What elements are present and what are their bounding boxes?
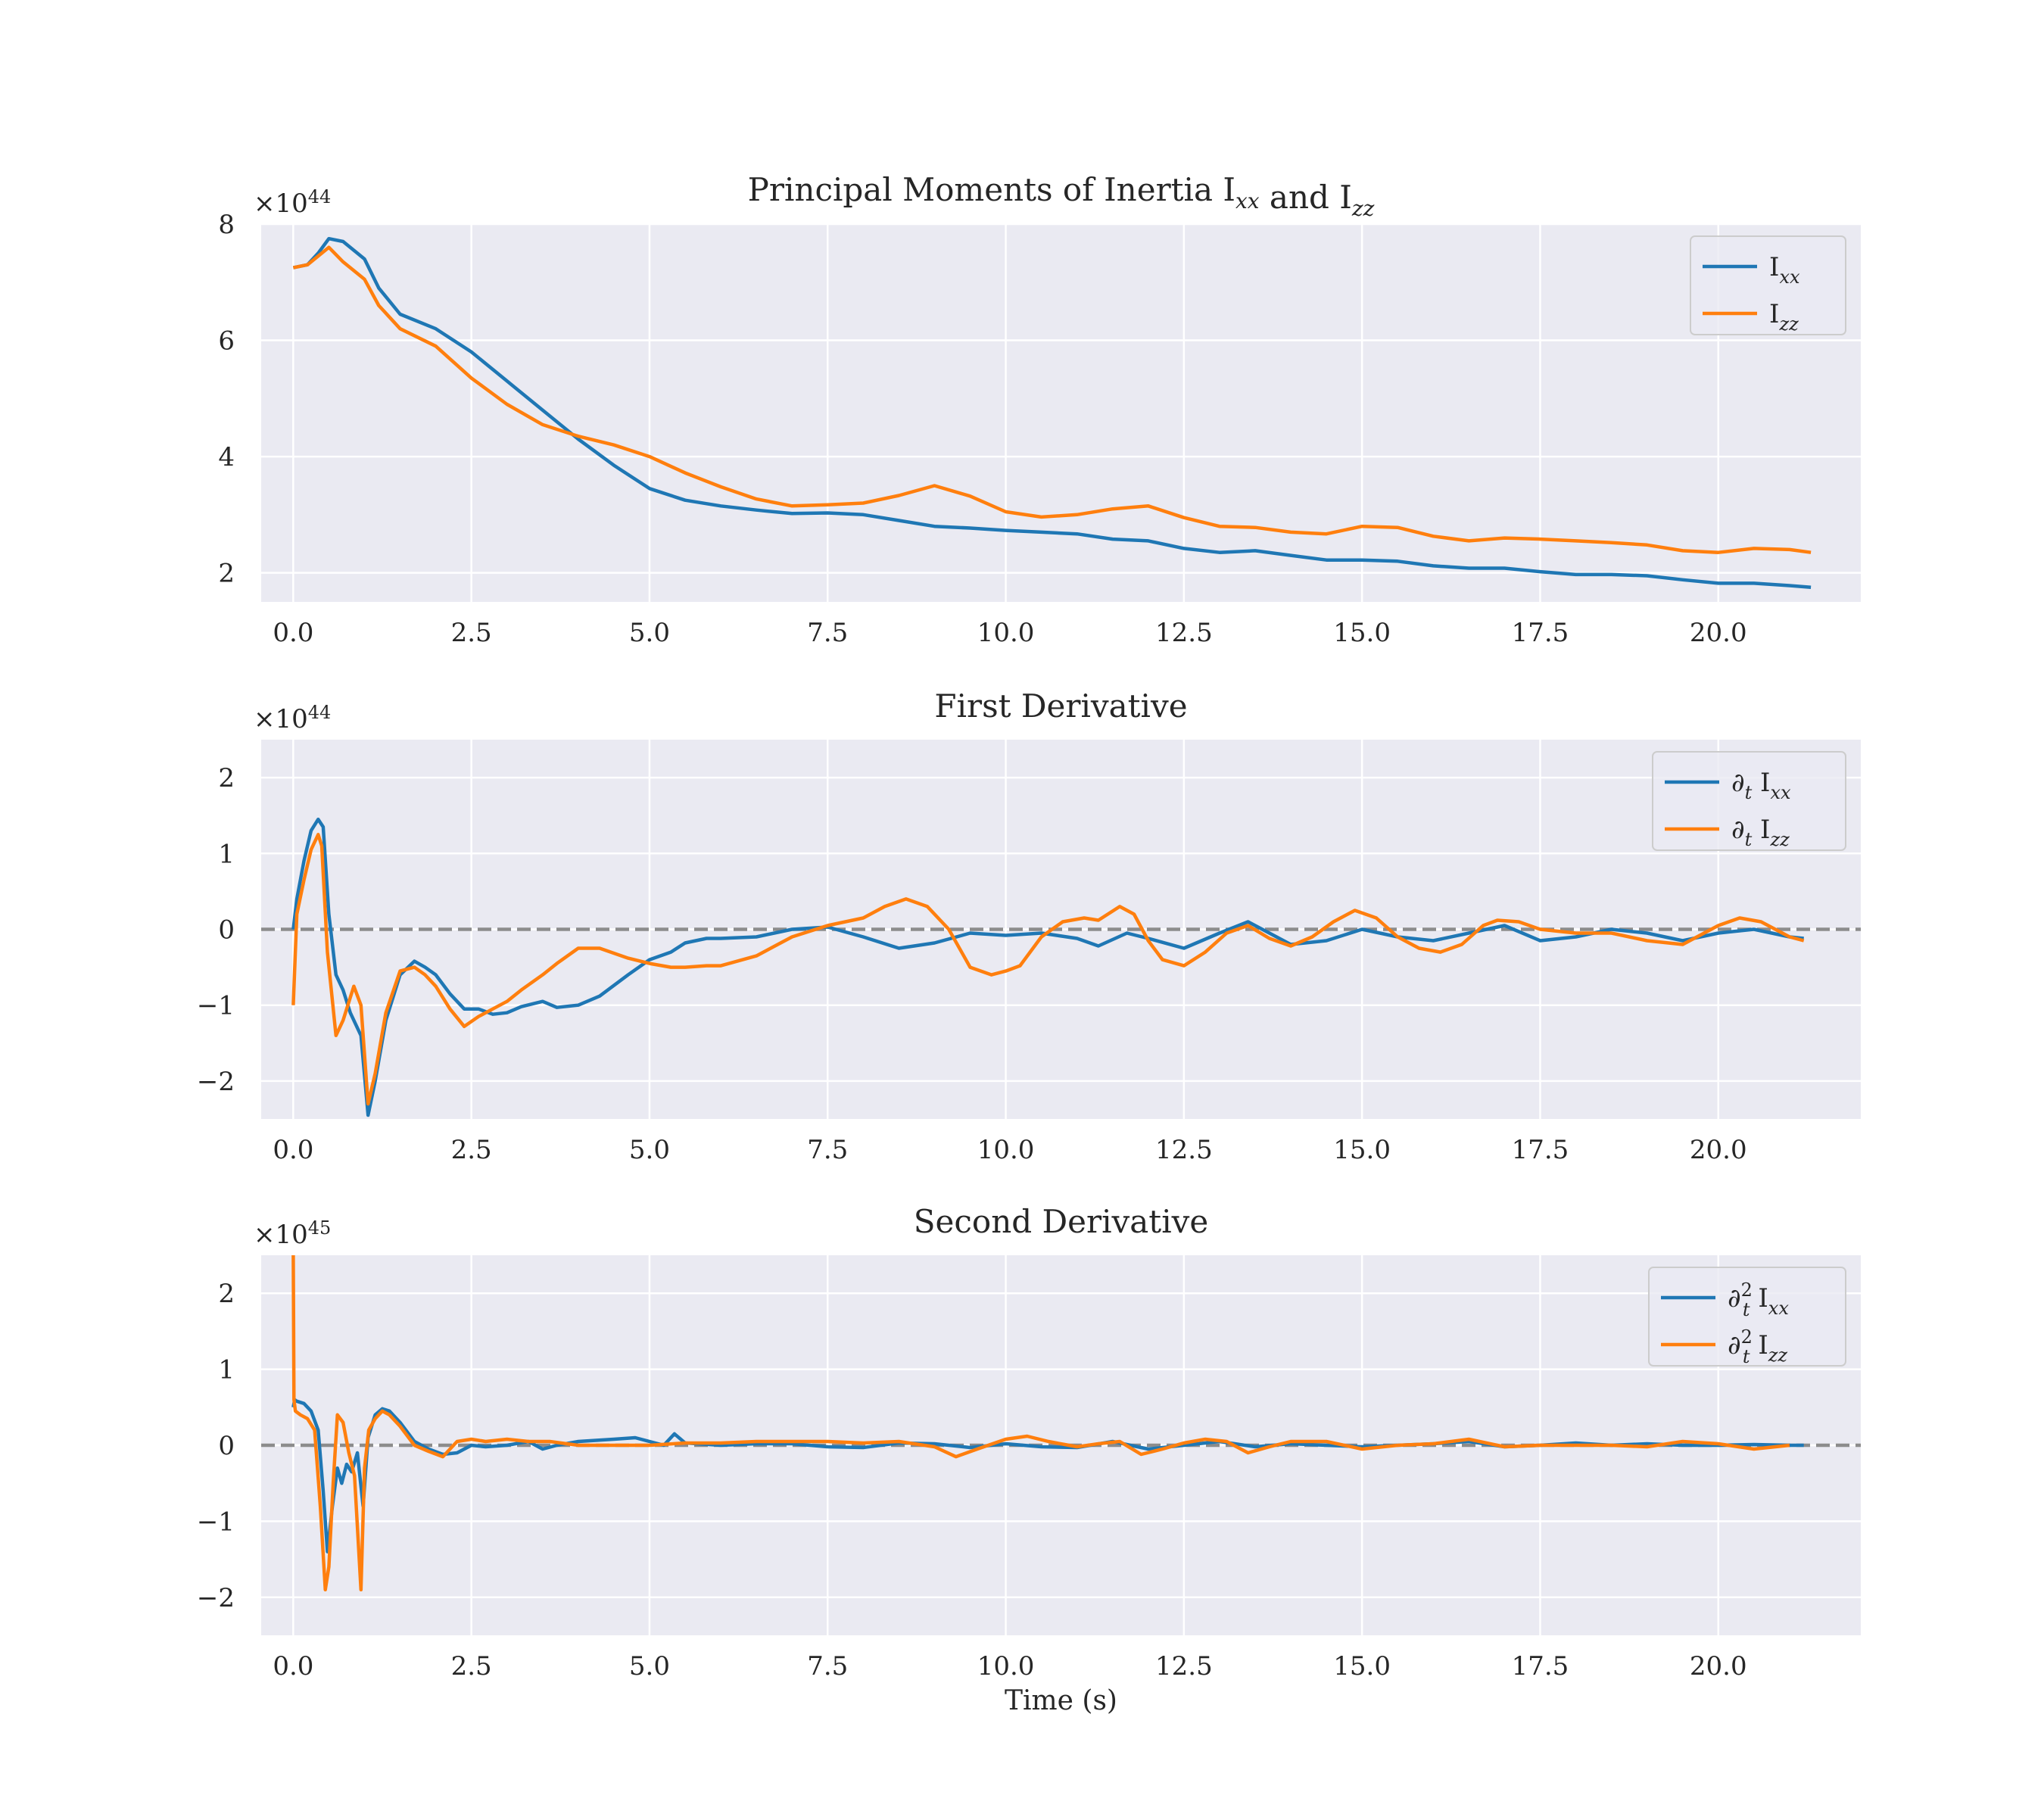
x-tick-label: 20.0 bbox=[1690, 618, 1747, 648]
y-tick-label: −2 bbox=[197, 1067, 235, 1097]
legend-label: Ixx bbox=[1769, 252, 1800, 288]
x-tick-label: 10.0 bbox=[977, 1135, 1035, 1165]
x-tick-label: 0.0 bbox=[273, 1651, 313, 1681]
x-tick-label: 20.0 bbox=[1690, 1135, 1747, 1165]
y-tick-label: 0 bbox=[218, 1431, 235, 1461]
legend-label: Izz bbox=[1769, 299, 1799, 335]
x-tick-label: 7.5 bbox=[807, 1651, 848, 1681]
legend: ∂2 t Ixx ∂2 t Izz bbox=[1648, 1267, 1846, 1367]
x-tick-label: 15.0 bbox=[1333, 1135, 1391, 1165]
axis-multiplier: ×1044 bbox=[254, 702, 331, 734]
chart-title: Principal Moments of Inertia Ixx and Izz bbox=[748, 171, 1375, 221]
x-tick-label: 2.5 bbox=[451, 618, 492, 648]
legend-box bbox=[1648, 1267, 1846, 1367]
x-tick-label: 17.5 bbox=[1512, 618, 1569, 648]
y-tick-label: 0 bbox=[218, 915, 235, 946]
x-tick-label: 7.5 bbox=[807, 618, 848, 648]
x-tick-label: 12.5 bbox=[1155, 618, 1213, 648]
x-tick-label: 0.0 bbox=[273, 618, 313, 648]
x-tick-label: 15.0 bbox=[1333, 618, 1391, 648]
x-tick-label: 10.0 bbox=[977, 618, 1035, 648]
series-line-izz bbox=[292, 245, 1812, 554]
series-line-izz bbox=[291, 833, 1805, 1106]
y-tick-label: 8 bbox=[218, 210, 235, 240]
x-tick-label: 17.5 bbox=[1512, 1135, 1569, 1165]
legend: Ixx Izz bbox=[1690, 235, 1846, 335]
legend-box bbox=[1690, 235, 1846, 335]
y-tick-label: −1 bbox=[197, 1507, 235, 1537]
x-tick-label: 5.0 bbox=[629, 1651, 670, 1681]
x-tick-label: 10.0 bbox=[977, 1651, 1035, 1681]
x-tick-label: 15.0 bbox=[1333, 1651, 1391, 1681]
x-tick-label: 17.5 bbox=[1512, 1651, 1569, 1681]
x-tick-label: 5.0 bbox=[629, 1135, 670, 1165]
y-tick-label: 2 bbox=[218, 1279, 235, 1309]
x-axis-label: Time (s) bbox=[1005, 1685, 1117, 1716]
x-tick-label: 2.5 bbox=[451, 1651, 492, 1681]
chart-title: First Derivative bbox=[934, 687, 1187, 725]
chart-title: Second Derivative bbox=[914, 1203, 1208, 1240]
x-tick-label: 0.0 bbox=[273, 1135, 313, 1165]
y-tick-label: −2 bbox=[197, 1583, 235, 1613]
axis-multiplier: ×1045 bbox=[254, 1217, 331, 1250]
x-tick-label: 20.0 bbox=[1690, 1651, 1747, 1681]
y-tick-label: 1 bbox=[218, 1355, 235, 1385]
y-tick-label: 2 bbox=[218, 559, 235, 589]
series-line-ixx bbox=[291, 817, 1804, 1117]
legend-box bbox=[1652, 751, 1846, 851]
y-tick-label: 1 bbox=[218, 839, 235, 869]
legend: ∂t Ixx ∂t Izz bbox=[1652, 751, 1846, 851]
chart-panel-1: 0.0 2.5 5.0 7.5 10.0 12.5 15.0 17.5 20.0 2 4 6 8 Prin… bbox=[218, 171, 1861, 648]
legend-label: ∂2 t Ixx bbox=[1728, 1279, 1789, 1320]
y-tick-label: −1 bbox=[197, 991, 235, 1021]
legend-label: ∂t Izz bbox=[1731, 815, 1790, 850]
chart-panel-2: 0.0 2.5 5.0 7.5 10.0 12.5 15.0 17.5 20.0 −2 −1 0 1 2 F… bbox=[197, 687, 1861, 1165]
legend-label: ∂2 t Izz bbox=[1728, 1326, 1787, 1367]
series-line-izz bbox=[291, 1255, 1790, 1592]
plot-area bbox=[261, 224, 1861, 602]
legend-label: ∂t Ixx bbox=[1731, 768, 1791, 803]
y-tick-label: 6 bbox=[218, 326, 235, 357]
x-tick-label: 7.5 bbox=[807, 1135, 848, 1165]
x-tick-label: 12.5 bbox=[1155, 1651, 1213, 1681]
x-tick-label: 2.5 bbox=[451, 1135, 492, 1165]
axis-multiplier: ×1044 bbox=[254, 186, 331, 219]
x-tick-label: 12.5 bbox=[1155, 1135, 1213, 1165]
x-tick-label: 5.0 bbox=[629, 618, 670, 648]
y-tick-label: 4 bbox=[218, 442, 235, 472]
series-line-ixx bbox=[292, 236, 1812, 590]
chart-panel-3: 0.0 2.5 5.0 7.5 10.0 12.5 15.0 17.5 20.0 −2 −1 0 1 2 S… bbox=[197, 1203, 1861, 1716]
y-tick-label: 2 bbox=[218, 763, 235, 793]
